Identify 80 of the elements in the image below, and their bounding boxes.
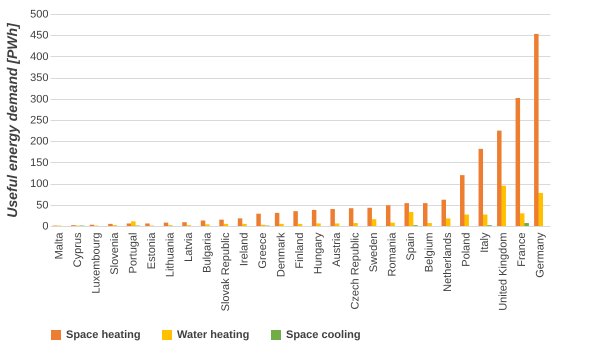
bar	[427, 223, 432, 226]
bar	[330, 209, 335, 226]
bar	[256, 214, 261, 226]
bar	[422, 203, 428, 226]
bar	[200, 220, 206, 226]
bar	[274, 212, 280, 226]
bar	[390, 222, 395, 226]
bar	[538, 192, 543, 226]
x-tick-label: Spain	[405, 232, 418, 261]
x-tick-label: Latvia	[182, 232, 195, 262]
y-tick-label: 350	[30, 72, 48, 84]
bar	[516, 98, 520, 226]
bar	[131, 221, 136, 226]
x-tick-label: Cyprus	[72, 232, 84, 268]
legend-label: Water heating	[177, 329, 250, 341]
bar	[404, 203, 409, 226]
y-tick-label: 400	[30, 50, 48, 63]
y-tick-label: 100	[30, 178, 48, 190]
x-tick-label: Sweden	[368, 232, 380, 272]
bar	[386, 205, 390, 226]
y-tick-label: 0	[42, 220, 48, 232]
x-tick-label: Italy	[479, 232, 492, 253]
bar	[482, 214, 488, 226]
bar	[219, 220, 224, 226]
x-tick-label: Finland	[294, 232, 306, 269]
bar	[293, 211, 298, 226]
bar	[442, 200, 446, 226]
x-tick-label: Belgium	[424, 232, 436, 272]
x-tick-label: Poland	[460, 232, 473, 267]
bar	[464, 214, 469, 226]
bar	[478, 148, 484, 226]
x-tick-label: France	[516, 232, 528, 267]
bar	[460, 175, 465, 226]
bar	[312, 210, 316, 226]
x-tick-label: Lithuania	[164, 232, 176, 278]
x-tick-label: Malta	[53, 232, 66, 260]
x-tick-label: United Kingdom	[498, 232, 510, 311]
bar	[238, 218, 242, 226]
y-tick-label: 200	[30, 136, 48, 148]
x-tick-label: Slovenia	[108, 232, 121, 275]
x-tick-label: Luxembourg	[90, 232, 102, 294]
y-tick-label: 500	[30, 8, 48, 20]
y-axis-title: Useful energy demand [PWh]	[4, 22, 20, 218]
x-tick-label: Denmark	[275, 232, 288, 278]
bar	[446, 218, 450, 226]
bar	[145, 223, 150, 226]
bar	[182, 222, 187, 226]
x-tick-label: Ireland	[238, 232, 250, 266]
bar	[372, 219, 376, 226]
bar	[353, 223, 358, 226]
x-tick-label: Portugal	[127, 232, 140, 274]
bar	[164, 222, 168, 226]
bar	[126, 223, 132, 226]
legend-label: Space heating	[66, 329, 141, 341]
bar	[348, 208, 354, 226]
y-tick-label: 450	[30, 30, 48, 42]
x-tick-label: Estonia	[146, 232, 158, 270]
y-tick-label: 250	[30, 114, 48, 126]
y-tick-label: 300	[30, 93, 48, 106]
y-tick-label: 150	[30, 156, 48, 169]
x-tick-label: Austria	[331, 232, 344, 267]
x-tick-label: Slovak Republic	[220, 232, 232, 312]
bar	[408, 212, 414, 226]
bar	[367, 208, 372, 226]
bar	[520, 213, 524, 226]
y-tick-label: 50	[36, 199, 48, 212]
bar	[316, 223, 321, 226]
x-tick-label: Greece	[256, 232, 269, 269]
bar	[497, 130, 502, 226]
x-tick-label: Germany	[534, 232, 547, 278]
bar	[334, 223, 340, 226]
bar	[524, 223, 529, 226]
x-tick-label: Romania	[386, 232, 399, 277]
x-tick-label: Bulgaria	[201, 232, 214, 273]
bar	[501, 186, 506, 226]
x-tick-label: Czech Republic	[350, 232, 362, 310]
x-tick-label: Hungary	[312, 232, 325, 274]
bar	[534, 34, 539, 226]
legend-label: Space cooling	[286, 329, 361, 341]
x-tick-label: Netherlands	[442, 232, 454, 292]
